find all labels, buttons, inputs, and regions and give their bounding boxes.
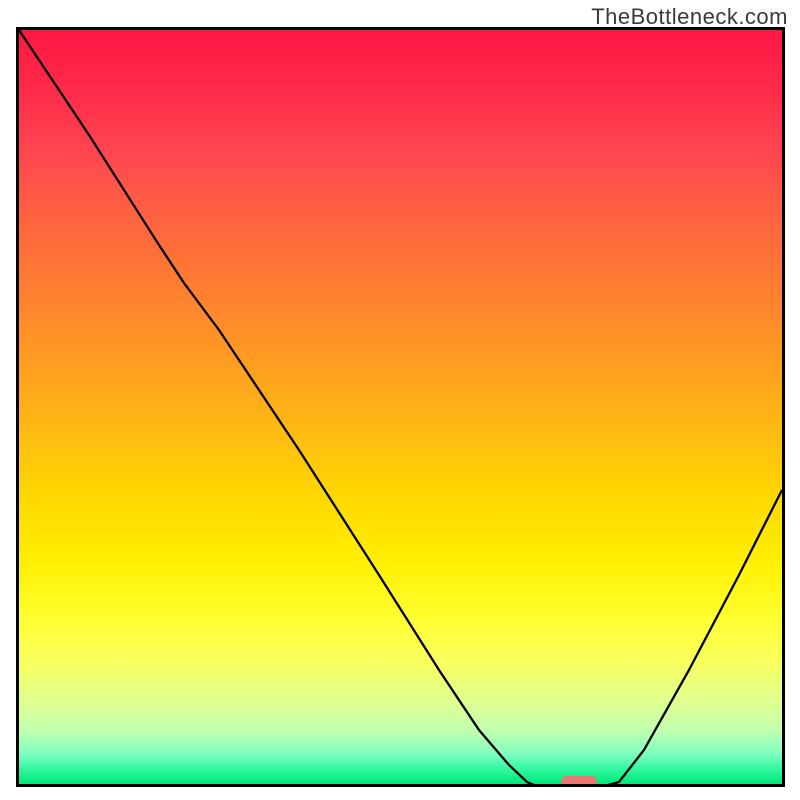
bottleneck-curve [19,30,782,784]
curve-layer [19,30,782,784]
optimal-marker [561,776,597,784]
chart-frame [16,27,785,787]
